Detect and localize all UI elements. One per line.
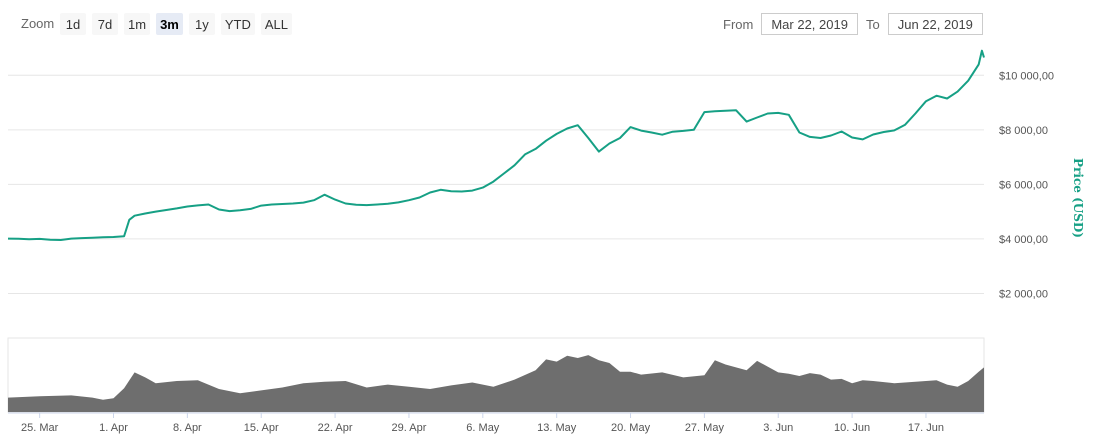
volume-series	[7, 337, 985, 413]
zoom-1d-button[interactable]: 1d	[60, 13, 86, 35]
y-tick-label-2: $6 000,00	[999, 179, 1048, 191]
zoom-3m-button[interactable]: 3m	[156, 13, 183, 35]
zoom-all-button[interactable]: ALL	[260, 13, 292, 35]
zoom-label: Zoom	[21, 16, 55, 31]
y-tick-label-1: $4 000,00	[999, 234, 1048, 246]
y-tick-label-4: $10 000,00	[999, 70, 1054, 82]
zoom-1m-button[interactable]: 1m	[124, 13, 151, 35]
x-tick-label-6: 6. May	[466, 422, 500, 434]
x-tick-label-7: 13. May	[537, 422, 577, 434]
from-date-input[interactable]: Mar 22, 2019	[761, 13, 858, 35]
date-range-to: To Jun 22, 2019	[866, 13, 983, 35]
price-line	[7, 49, 985, 241]
x-tick-label-8: 20. May	[611, 422, 651, 434]
y-axis: $2 000,00 $4 000,00 $6 000,00 $8 000,00 $10 …	[999, 70, 1085, 300]
y-tick-label-3: $8 000,00	[999, 125, 1048, 137]
zoom-button-group: 1d 7d 1m 3m 1y YTD ALL	[60, 13, 292, 35]
zoom-ytd-button[interactable]: YTD	[220, 13, 255, 35]
x-axis: 25. Mar 1. Apr 8. Apr 15. Apr 22. Apr 29. Apr…	[8, 412, 984, 434]
to-date-input[interactable]: Jun 22, 2019	[887, 13, 983, 35]
from-label: From	[723, 16, 754, 32]
x-tick-label-0: 25. Mar	[21, 422, 59, 434]
grid-lines	[8, 74, 984, 294]
price-chart: $2 000,00 $4 000,00 $6 000,00 $8 000,00 $10 …	[7, 49, 1085, 434]
chart-toolbar: Zoom 1d 7d 1m 3m 1y YTD ALL From Mar 22,…	[0, 0, 1096, 48]
x-tick-label-12: 17. Jun	[908, 422, 944, 434]
x-tick-label-11: 10. Jun	[834, 422, 870, 434]
x-tick-label-5: 29. Apr	[392, 422, 427, 434]
x-tick-label-9: 27. May	[685, 422, 725, 434]
price-series	[7, 49, 985, 241]
x-tick-label-4: 22. Apr	[318, 422, 353, 434]
y-axis-title: Price (USD)	[1071, 158, 1085, 238]
date-range-from: From Mar 22, 2019	[723, 13, 858, 35]
x-tick-label-3: 15. Apr	[244, 422, 279, 434]
zoom-7d-button[interactable]: 7d	[92, 13, 118, 35]
x-tick-label-1: 1. Apr	[99, 422, 128, 434]
volume-area	[8, 355, 984, 412]
x-tick-label-10: 3. Jun	[763, 422, 793, 434]
zoom-1y-button[interactable]: 1y	[188, 13, 215, 35]
to-label: To	[866, 16, 880, 32]
y-tick-label-0: $2 000,00	[999, 288, 1048, 300]
x-tick-label-2: 8. Apr	[173, 422, 202, 434]
